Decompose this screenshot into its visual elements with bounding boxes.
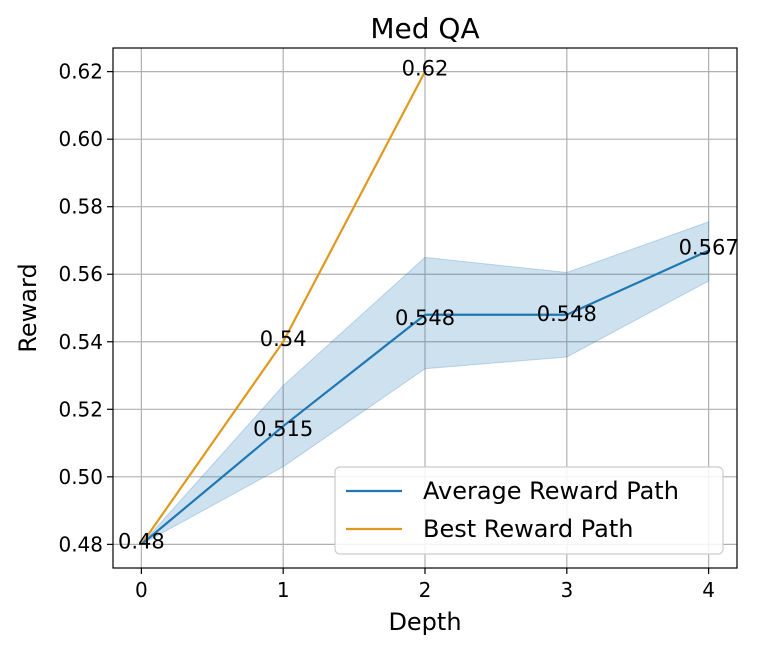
y-tick-label: 0.52: [58, 397, 103, 421]
y-tick-label: 0.48: [58, 532, 103, 556]
average-data-label: 0.548: [537, 302, 597, 326]
y-axis-label: Reward: [14, 263, 42, 352]
best-reward-line: [140, 71, 426, 545]
chart-title: Med QA: [370, 12, 479, 45]
best-data-label: 0.54: [260, 327, 307, 351]
legend: Average Reward Path Best Reward Path: [334, 466, 724, 555]
x-tick-label: 3: [560, 578, 573, 602]
y-tick-label: 0.54: [58, 330, 103, 354]
y-tick-label: 0.56: [58, 262, 103, 286]
series-lines-layer: [140, 71, 710, 546]
x-tick-label: 1: [277, 578, 290, 602]
legend-label-best: Best Reward Path: [423, 515, 634, 543]
average-reward-line: [140, 249, 710, 546]
y-tick-label: 0.62: [58, 60, 103, 84]
legend-label-average: Average Reward Path: [423, 477, 679, 505]
y-tick-label: 0.60: [58, 127, 103, 151]
axis-ticks: 0 1 2 3 4 0.48 0.50 0.52 0.54 0.56 0.58 0.60 0.62: [58, 60, 715, 602]
y-tick-label: 0.50: [58, 465, 103, 489]
x-tick-label: 2: [419, 578, 432, 602]
y-tick-label: 0.58: [58, 195, 103, 219]
x-tick-label: 4: [702, 578, 715, 602]
average-data-label: 0.48: [118, 529, 165, 553]
legend-box: [334, 466, 724, 555]
x-tick-label: 0: [135, 578, 148, 602]
best-data-label: 0.62: [402, 57, 449, 81]
average-data-label: 0.567: [679, 236, 739, 260]
x-axis-label: Depth: [388, 608, 461, 636]
average-data-label: 0.548: [395, 306, 455, 330]
data-labels: 0.48 0.515 0.548 0.548 0.567 0.54 0.62: [118, 57, 739, 554]
average-data-label: 0.515: [253, 417, 313, 441]
